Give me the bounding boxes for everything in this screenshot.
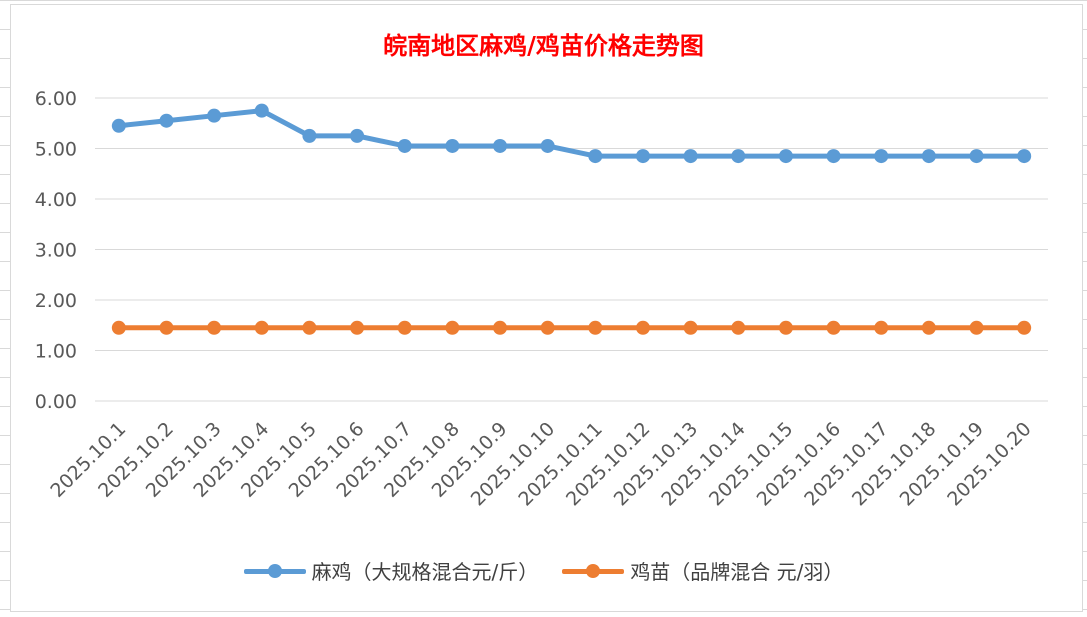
- data-point: [874, 320, 889, 335]
- data-point: [493, 138, 508, 153]
- y-tick-label: 2.00: [35, 290, 77, 312]
- data-point: [1017, 149, 1032, 164]
- data-point: [826, 149, 841, 164]
- data-point: [397, 138, 412, 153]
- data-point: [445, 138, 460, 153]
- data-point: [540, 320, 555, 335]
- data-point: [778, 149, 793, 164]
- data-point: [254, 320, 269, 335]
- legend-item-series-2[interactable]: 鸡苗（品牌混合 元/羽）: [562, 556, 843, 585]
- data-point: [921, 149, 936, 164]
- data-point: [683, 320, 698, 335]
- data-point: [159, 113, 174, 128]
- data-point: [111, 118, 126, 133]
- legend-label-series-2: 鸡苗（品牌混合 元/羽）: [630, 560, 844, 584]
- y-tick-label: 1.00: [35, 341, 77, 363]
- data-point: [969, 320, 984, 335]
- legend: 麻鸡（大规格混合元/斤） 鸡苗（品牌混合 元/羽）: [0, 556, 1087, 585]
- data-point: [350, 320, 365, 335]
- legend-marker-series-2: [562, 561, 625, 581]
- data-point: [254, 103, 269, 118]
- data-point: [826, 320, 841, 335]
- data-point: [1017, 320, 1032, 335]
- chart-area[interactable]: [10, 4, 1083, 612]
- data-point: [397, 320, 412, 335]
- legend-dot-series-2: [586, 563, 601, 578]
- data-point: [493, 320, 508, 335]
- data-point: [969, 149, 984, 164]
- data-point: [874, 149, 889, 164]
- legend-marker-series-1: [243, 561, 306, 581]
- data-point: [302, 128, 317, 143]
- legend-dot-series-1: [267, 563, 282, 578]
- data-point: [778, 320, 793, 335]
- data-point: [111, 320, 126, 335]
- data-point: [731, 320, 746, 335]
- y-tick-label: 6.00: [35, 88, 77, 110]
- data-point: [207, 108, 222, 123]
- data-point: [921, 320, 936, 335]
- data-point: [683, 149, 698, 164]
- y-tick-label: 0.00: [35, 391, 77, 413]
- data-point: [445, 320, 460, 335]
- series-line-1: [116, 108, 1027, 159]
- data-point: [588, 320, 603, 335]
- data-point: [635, 149, 650, 164]
- data-point: [731, 149, 746, 164]
- data-point: [207, 320, 222, 335]
- y-tick-label: 3.00: [35, 240, 77, 262]
- data-point: [159, 320, 174, 335]
- y-tick-label: 4.00: [35, 189, 77, 211]
- data-point: [302, 320, 317, 335]
- data-point: [350, 128, 365, 143]
- legend-label-series-1: 麻鸡（大规格混合元/斤）: [311, 560, 539, 584]
- data-point: [588, 149, 603, 164]
- data-point: [635, 320, 650, 335]
- chart-title: 皖南地区麻鸡/鸡苗价格走势图: [383, 31, 704, 60]
- y-tick-label: 5.00: [35, 139, 77, 161]
- legend-item-series-1[interactable]: 麻鸡（大规格混合元/斤）: [243, 556, 539, 585]
- data-point: [540, 138, 555, 153]
